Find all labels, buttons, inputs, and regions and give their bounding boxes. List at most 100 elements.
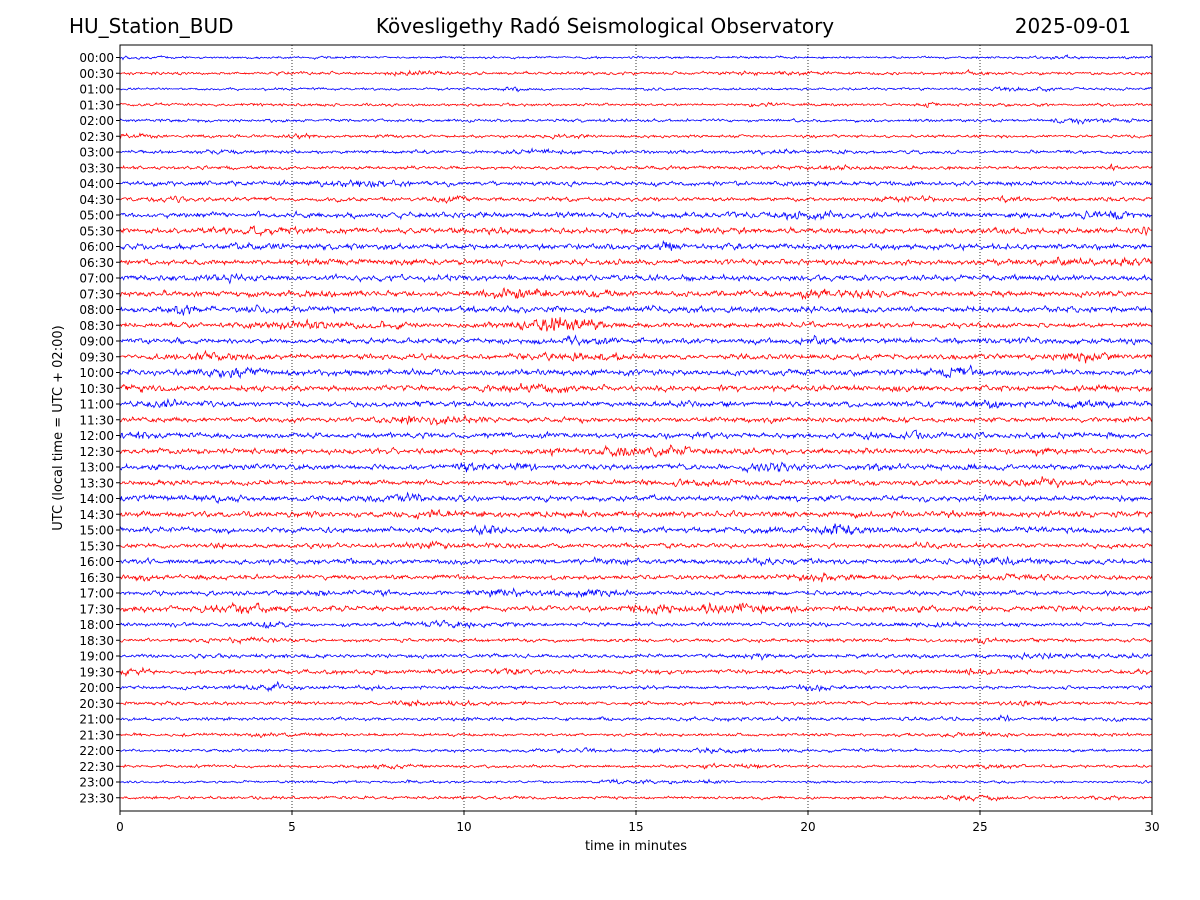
y-tick-label: 22:30 — [79, 760, 114, 774]
y-tick-label: 18:30 — [79, 634, 114, 648]
x-ticks: 0 5 10 15 20 25 30 — [116, 811, 1160, 834]
trace-line — [119, 680, 1153, 693]
y-tick-label: 16:30 — [79, 571, 114, 585]
chart-title: Kövesligethy Radó Seismological Observat… — [375, 14, 835, 38]
y-tick-label: 11:30 — [79, 413, 114, 427]
trace-line — [119, 317, 1153, 332]
y-tick-label: 12:30 — [79, 445, 114, 459]
y-tick-label: 21:00 — [79, 713, 114, 727]
trace-line — [119, 540, 1153, 550]
x-tick-label: 20 — [800, 820, 815, 834]
trace-group — [119, 54, 1153, 802]
y-tick-label: 19:30 — [79, 665, 114, 679]
y-tick-label: 12:00 — [79, 429, 114, 443]
trace-line — [119, 334, 1153, 347]
y-tick-label: 15:00 — [79, 524, 114, 538]
trace-line — [119, 147, 1153, 156]
trace-line — [119, 132, 1153, 140]
trace-line — [119, 714, 1153, 723]
trace-line — [119, 239, 1153, 252]
trace-line — [119, 762, 1153, 770]
y-tick-label: 13:00 — [79, 461, 114, 475]
x-axis-label: time in minutes — [585, 839, 687, 854]
y-tick-label: 02:00 — [79, 114, 114, 128]
y-tick-label: 20:00 — [79, 681, 114, 695]
trace-line — [119, 794, 1153, 802]
trace-line — [119, 523, 1153, 536]
trace-line — [119, 304, 1153, 316]
trace-line — [119, 746, 1153, 754]
y-tick-label: 23:30 — [79, 791, 114, 805]
x-tick-label: 15 — [628, 820, 643, 834]
trace-line — [119, 225, 1153, 237]
y-tick-label: 20:30 — [79, 697, 114, 711]
trace-line — [119, 256, 1153, 268]
y-tick-label: 13:30 — [79, 476, 114, 490]
trace-line — [119, 101, 1153, 108]
y-tick-label: 07:30 — [79, 287, 114, 301]
x-tick-label: 25 — [972, 820, 987, 834]
date-label: 2025-09-01 — [1014, 14, 1131, 38]
y-tick-label: 19:00 — [79, 650, 114, 664]
y-tick-label: 06:30 — [79, 256, 114, 270]
y-tick-label: 00:30 — [79, 67, 114, 81]
y-tick-label: 18:00 — [79, 618, 114, 632]
y-tick-label: 03:00 — [79, 146, 114, 160]
x-tick-label: 0 — [116, 820, 124, 834]
trace-line — [119, 383, 1153, 394]
y-tick-label: 09:30 — [79, 350, 114, 364]
trace-line — [119, 398, 1153, 410]
trace-line — [119, 287, 1153, 301]
y-axis-label: UTC (local time = UTC + 02:00) — [51, 325, 66, 530]
trace-line — [119, 587, 1153, 598]
y-tick-label: 22:00 — [79, 744, 114, 758]
y-tick-label: 08:30 — [79, 319, 114, 333]
trace-line — [119, 444, 1153, 459]
y-tick-label: 10:00 — [79, 366, 114, 380]
x-tick-label: 5 — [288, 820, 296, 834]
trace-line — [119, 272, 1153, 285]
y-tick-label: 14:00 — [79, 492, 114, 506]
trace-line — [119, 179, 1153, 189]
station-label: HU_Station_BUD — [69, 14, 234, 38]
trace-line — [119, 364, 1153, 380]
trace-line — [119, 194, 1153, 205]
trace-line — [119, 476, 1153, 489]
trace-line — [119, 572, 1153, 583]
trace-line — [119, 601, 1153, 616]
grid-lines — [291, 45, 981, 811]
x-tick-label: 30 — [1144, 820, 1159, 834]
y-tick-label: 16:00 — [79, 555, 114, 569]
trace-line — [119, 209, 1153, 221]
trace-line — [119, 636, 1153, 645]
y-tick-label: 08:00 — [79, 303, 114, 317]
trace-line — [119, 86, 1153, 93]
trace-line — [119, 68, 1153, 78]
trace-line — [119, 414, 1153, 427]
trace-line — [119, 555, 1153, 567]
trace-line — [119, 778, 1153, 785]
y-tick-label: 03:30 — [79, 161, 114, 175]
y-tick-label: 01:30 — [79, 98, 114, 112]
y-tick-label: 11:00 — [79, 398, 114, 412]
trace-line — [119, 508, 1153, 520]
y-tick-label: 14:30 — [79, 508, 114, 522]
y-tick-label: 10:30 — [79, 382, 114, 396]
y-tick-label: 05:00 — [79, 209, 114, 223]
y-tick-label: 17:00 — [79, 587, 114, 601]
y-tick-label: 07:00 — [79, 272, 114, 286]
y-tick-label: 01:00 — [79, 83, 114, 97]
y-tick-label: 04:00 — [79, 177, 114, 191]
y-tick-label: 00:00 — [79, 51, 114, 65]
trace-line — [119, 730, 1153, 739]
y-tick-label: 17:30 — [79, 602, 114, 616]
trace-line — [119, 54, 1153, 61]
y-tick-label: 02:30 — [79, 130, 114, 144]
trace-line — [119, 429, 1153, 441]
y-tick-label: 04:30 — [79, 193, 114, 207]
trace-line — [119, 699, 1153, 708]
trace-line — [119, 491, 1153, 505]
y-tick-label: 23:00 — [79, 776, 114, 790]
